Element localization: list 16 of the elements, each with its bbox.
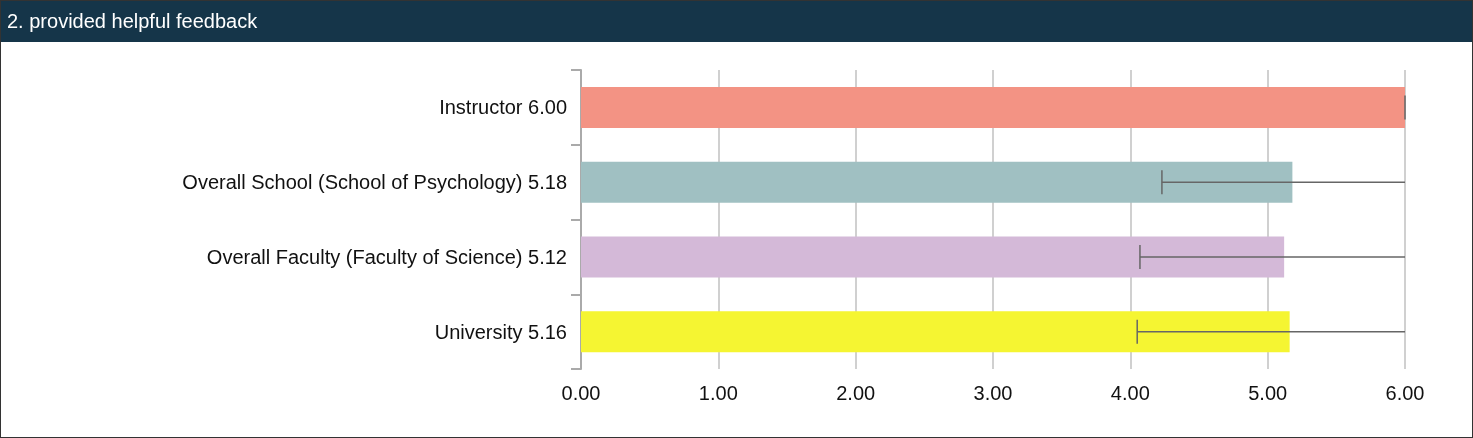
bar — [581, 161, 1293, 203]
x-tick-label: 6.00 — [1385, 382, 1425, 404]
bar — [581, 86, 1405, 128]
x-tick-label: 1.00 — [698, 382, 738, 404]
x-tick-label: 4.00 — [1110, 382, 1150, 404]
y-tick-label: Instructor 6.00 — [439, 96, 567, 119]
x-tick-label: 3.00 — [973, 382, 1013, 404]
y-tick-label: University 5.16 — [434, 320, 567, 343]
x-tick-label: 5.00 — [1248, 382, 1288, 404]
bar — [581, 311, 1290, 353]
bar — [581, 236, 1285, 278]
y-tick-label: Overall Faculty (Faculty of Science) 5.12 — [206, 245, 567, 268]
text: 2. provided helpful feedback — [1, 1, 1472, 42]
x-tick-label: 0.00 — [561, 382, 601, 404]
y-tick-label: Overall School (School of Psychology) 5.18 — [182, 171, 567, 194]
x-tick-label: 2.00 — [836, 382, 876, 404]
